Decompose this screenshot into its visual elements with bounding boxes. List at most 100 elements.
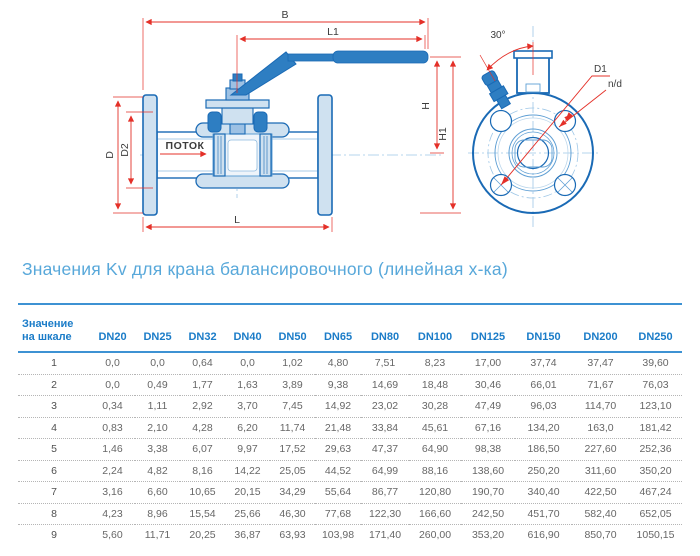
kv-value-cell: 0,0 <box>240 357 255 370</box>
kv-value-cell: 77,68 <box>315 502 361 525</box>
table-row: 2 0,0 0,49 1,77 1,63 3,89 9,38 14,69 18,48 30,46 6… <box>18 373 682 396</box>
kv-value-cell: 8,16 <box>180 459 225 482</box>
kv-value-cell: 37,74 <box>530 357 557 370</box>
dimension-labels: B L1 H H1 D D2 L ПОТОК <box>104 9 449 226</box>
scale-column-header: Значение на шкале <box>18 304 90 353</box>
kv-value-cell: 0,0 <box>150 357 165 370</box>
kv-value-cell: 47,37 <box>361 438 409 460</box>
kv-value-cell: 4,82 <box>135 459 180 482</box>
kv-value-cell: 1,77 <box>180 373 225 396</box>
kv-value-cell: 86,77 <box>361 481 409 503</box>
kv-value-cell: 134,20 <box>515 416 572 439</box>
dim-B-label: B <box>281 9 288 21</box>
col-header-dn125: DN125 <box>461 304 515 353</box>
gland-ear-right <box>253 111 268 133</box>
kv-value-cell: 260,00 <box>409 524 461 546</box>
kv-value-cell: 4,80 <box>327 357 349 370</box>
valve-technical-drawing: B L1 H H1 D D2 L ПОТОК <box>104 9 622 232</box>
kv-value-cell: 2,24 <box>90 459 135 482</box>
kv-value-cell: 311,60 <box>572 459 629 482</box>
col-header-dn20: DN20 <box>90 304 135 353</box>
table-row: 3 0,34 1,11 2,92 3,70 7,45 14,92 23,02 30,28 47,4… <box>18 395 682 417</box>
kv-value-cell: 36,87 <box>225 524 270 546</box>
kv-value-cell: 25,05 <box>270 459 315 482</box>
col-header-dn65: DN65 <box>315 304 361 353</box>
kv-value-cell: 6,20 <box>225 416 270 439</box>
kv-value-cell: 17,52 <box>270 438 315 460</box>
kv-value-cell: 122,30 <box>361 502 409 525</box>
angle-30-label: 30° <box>490 30 505 41</box>
scale-value-cell: 2 <box>18 373 90 396</box>
kv-value-cell: 181,42 <box>629 416 682 439</box>
kv-value-cell: 163,0 <box>572 416 629 439</box>
kv-value-cell: 123,10 <box>629 395 682 417</box>
stem-tip <box>232 73 243 82</box>
side-view: B L1 H H1 D D2 L ПОТОК <box>104 9 461 232</box>
bolt-circle-d1-label: D1 <box>594 64 607 75</box>
kv-value-cell: 14,69 <box>361 373 409 396</box>
kv-value-cell: 14,92 <box>315 395 361 417</box>
scale-value-cell: 3 <box>18 395 90 417</box>
kv-value-cell: 4,28 <box>180 416 225 439</box>
kv-value-cell: 1,46 <box>90 438 135 460</box>
dimension-lines <box>113 18 461 232</box>
kv-value-cell: 467,24 <box>629 481 682 503</box>
kv-value-cell: 71,67 <box>572 373 629 396</box>
kv-value-cell: 64,90 <box>409 438 461 460</box>
body-bore-circle <box>508 128 558 178</box>
table-row: 5 1,46 3,38 6,07 9,97 17,52 29,63 47,37 64,90 98,… <box>18 438 682 460</box>
leader-arrowheads <box>501 112 574 185</box>
kv-value-cell: 39,60 <box>642 357 669 370</box>
kv-value-cell: 0,64 <box>192 357 213 370</box>
dim-H-label: H <box>420 102 432 110</box>
kv-value-cell: 7,45 <box>270 395 315 417</box>
kv-value-cell: 8,23 <box>424 357 446 370</box>
flange-right <box>317 94 333 216</box>
kv-value-cell: 30,46 <box>461 373 515 396</box>
kv-value-cell: 10,65 <box>180 481 225 503</box>
kv-values-table: Значение на шкале DN20 DN25 DN32 DN40 DN… <box>18 303 682 546</box>
kv-value-cell: 8,96 <box>135 502 180 525</box>
kv-value-cell: 9,38 <box>315 373 361 396</box>
kv-value-cell: 582,40 <box>572 502 629 525</box>
table-row: 8 4,23 8,96 15,54 25,66 46,30 77,68 122,30 166,6… <box>18 502 682 525</box>
kv-value-cell: 1,11 <box>135 395 180 417</box>
scale-value-cell: 1 <box>51 357 57 370</box>
kv-value-cell: 47,49 <box>461 395 515 417</box>
kv-value-cell: 242,50 <box>461 502 515 525</box>
header-row: Значение на шкале DN20 DN25 DN32 DN40 DN… <box>18 304 682 353</box>
col-header-dn32: DN32 <box>180 304 225 353</box>
kv-table-body: 1 0,0 0,0 0,64 0,0 1,02 4,80 7,51 8,23 17,00 37,74… <box>18 352 682 546</box>
kv-value-cell: 250,20 <box>515 459 572 482</box>
scale-header-line2: на шкале <box>22 331 72 344</box>
scale-value-cell: 8 <box>18 502 90 525</box>
kv-value-cell: 17,00 <box>474 357 502 370</box>
kv-value-cell: 652,05 <box>629 502 682 525</box>
kv-value-cell: 44,52 <box>315 459 361 482</box>
flange-left <box>142 94 158 216</box>
kv-value-cell: 166,60 <box>409 502 461 525</box>
kv-value-cell: 616,90 <box>515 524 572 546</box>
dim-H1-label: H1 <box>437 127 449 141</box>
kv-value-cell: 76,03 <box>629 373 682 396</box>
col-header-dn80: DN80 <box>361 304 409 353</box>
dim-L1-label: L1 <box>327 26 339 38</box>
gasket-circle <box>497 117 569 189</box>
kv-value-cell: 6,07 <box>180 438 225 460</box>
kv-value-cell: 21,48 <box>315 416 361 439</box>
kv-value-cell: 340,40 <box>515 481 572 503</box>
kv-value-cell: 451,70 <box>515 502 572 525</box>
seat-circle <box>511 131 555 175</box>
iso-mounting-plate <box>205 99 270 109</box>
dim-D-label: D <box>104 151 116 159</box>
ball-port-outline <box>514 139 553 168</box>
scale-value-cell: 4 <box>18 416 90 439</box>
kv-value-cell: 45,61 <box>409 416 461 439</box>
kv-value-cell: 103,98 <box>315 524 361 546</box>
kv-value-cell: 64,99 <box>361 459 409 482</box>
kv-value-cell: 23,02 <box>361 395 409 417</box>
dim-L-label: L <box>234 214 240 226</box>
kv-value-cell: 20,25 <box>180 524 225 546</box>
kv-value-cell: 67,16 <box>461 416 515 439</box>
scale-value-cell: 6 <box>18 459 90 482</box>
